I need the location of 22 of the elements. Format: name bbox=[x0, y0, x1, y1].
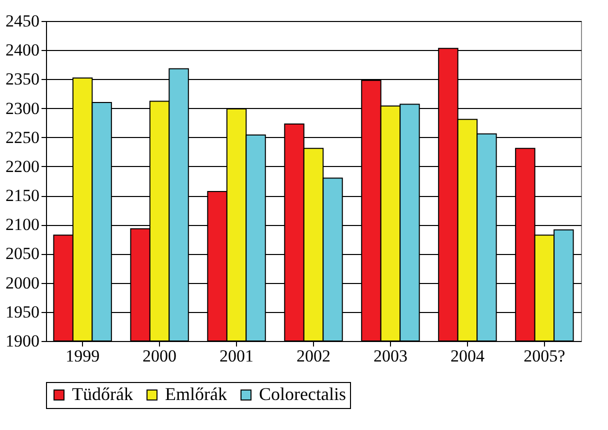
x-tick-label: 2003 bbox=[373, 346, 408, 366]
y-tick-label: 2300 bbox=[6, 98, 40, 118]
x-tick-label: 2000 bbox=[142, 346, 177, 366]
y-tick-label: 2200 bbox=[6, 156, 40, 176]
y-tick-label: 2250 bbox=[6, 128, 40, 147]
y-tick-label: 2400 bbox=[6, 40, 40, 60]
y-tick-label: 1900 bbox=[6, 332, 40, 350]
legend-label: Tüdőrák bbox=[72, 384, 133, 404]
legend-label: Emlőrák bbox=[165, 384, 227, 404]
legend-label: Colorectalis bbox=[259, 384, 346, 404]
y-tick-label: 2000 bbox=[6, 273, 40, 292]
y-tick-label: 1950 bbox=[6, 302, 40, 322]
x-tick-label: 2005? bbox=[524, 346, 566, 366]
y-tick-label: 2100 bbox=[6, 215, 40, 234]
x-tick-label: 2001 bbox=[220, 346, 254, 366]
y-tick-label: 2350 bbox=[6, 70, 40, 89]
y-tick-label: 2450 bbox=[6, 12, 40, 30]
y-tick-label: 2050 bbox=[6, 244, 40, 264]
y-tick-label: 2150 bbox=[6, 186, 40, 206]
x-tick-label: 2004 bbox=[450, 346, 485, 366]
x-tick-label: 2002 bbox=[296, 346, 330, 366]
x-tick-label: 1999 bbox=[66, 346, 100, 366]
